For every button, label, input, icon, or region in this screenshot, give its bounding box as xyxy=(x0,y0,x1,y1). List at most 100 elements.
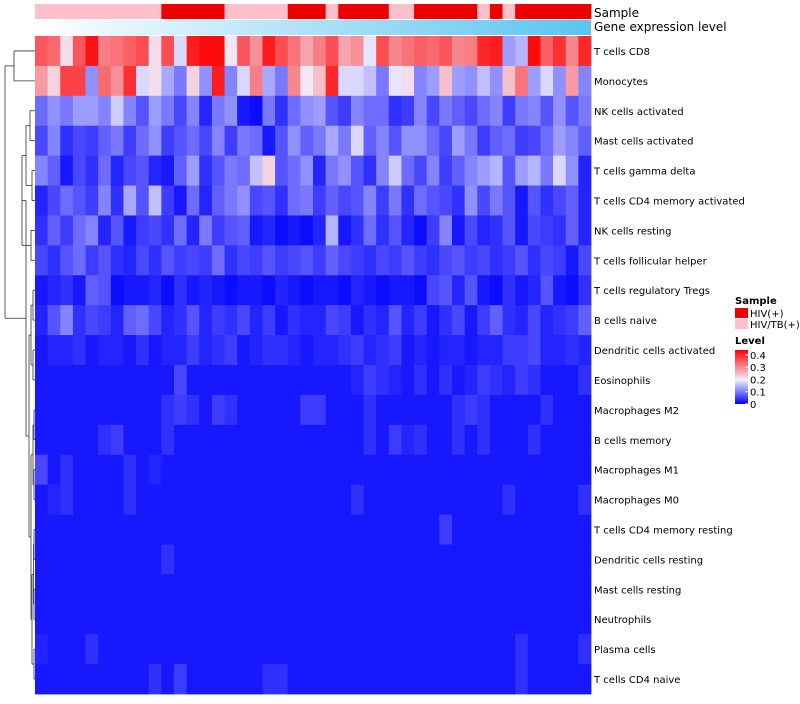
heatmap-cell xyxy=(199,65,213,97)
heatmap-cell xyxy=(136,424,150,456)
heatmap-cell xyxy=(477,544,491,575)
heatmap-cell xyxy=(275,275,289,306)
heatmap-cell xyxy=(148,664,162,695)
heatmap-cell xyxy=(502,544,516,575)
legend-level-tick-label: 0.3 xyxy=(750,363,766,374)
heatmap-cell xyxy=(98,95,112,127)
heatmap-cell xyxy=(489,65,503,97)
heatmap-cell xyxy=(237,95,251,127)
heatmap-cell xyxy=(439,215,453,246)
heatmap-cell xyxy=(237,454,251,486)
heatmap-cell xyxy=(161,514,175,545)
row-label: Plasma cells xyxy=(594,645,656,656)
heatmap-cell xyxy=(540,394,554,426)
heatmap-cell xyxy=(110,305,124,336)
heatmap-cell xyxy=(123,604,137,635)
heatmap-cell xyxy=(313,544,327,575)
heatmap-cell xyxy=(161,36,175,67)
heatmap-cell xyxy=(338,664,352,695)
heatmap-cell xyxy=(249,484,263,515)
heatmap-cell xyxy=(224,424,238,456)
heatmap-cell xyxy=(174,604,188,635)
heatmap-cell xyxy=(262,574,276,605)
heatmap-cell xyxy=(47,185,61,216)
heatmap-cell xyxy=(110,454,124,486)
heatmap-cell xyxy=(262,365,276,396)
heatmap-cell xyxy=(515,664,529,695)
heatmap-cell xyxy=(148,634,162,665)
heatmap-cell xyxy=(338,514,352,545)
heatmap-cell xyxy=(489,634,503,665)
heatmap-cell xyxy=(464,155,478,186)
heatmap-cell xyxy=(464,394,478,426)
heatmap-cell xyxy=(211,155,225,186)
heatmap-cell xyxy=(148,335,162,366)
heatmap-cell xyxy=(47,125,61,157)
heatmap-cell xyxy=(287,95,301,127)
heatmap-cell xyxy=(60,95,74,127)
heatmap-cell xyxy=(110,604,124,635)
heatmap-cell xyxy=(565,514,579,545)
heatmap-cell xyxy=(388,275,402,306)
heatmap-cell xyxy=(60,36,74,67)
heatmap-cell xyxy=(350,394,364,426)
heatmap-cell xyxy=(350,634,364,665)
heatmap-cell xyxy=(174,544,188,575)
heatmap-cell xyxy=(148,544,162,575)
heatmap-cell xyxy=(489,36,503,67)
heatmap-cell xyxy=(527,365,541,396)
heatmap-cell xyxy=(401,245,415,276)
heatmap-cell xyxy=(439,95,453,127)
sample-annotation-cell xyxy=(72,4,86,19)
heatmap-cell xyxy=(85,574,99,605)
heatmap-cell xyxy=(72,664,86,695)
heatmap-cell xyxy=(186,634,200,665)
sample-annotation-cell xyxy=(262,4,276,19)
heatmap-cell xyxy=(161,275,175,306)
heatmap-cell xyxy=(502,424,516,456)
heatmap-cell xyxy=(35,365,49,396)
heatmap-cell xyxy=(414,65,428,97)
heatmap-cell xyxy=(350,95,364,127)
heatmap-cell xyxy=(464,36,478,67)
heatmap-cell xyxy=(313,664,327,695)
heatmap-cell xyxy=(489,155,503,186)
heatmap-cell xyxy=(186,365,200,396)
heatmap-cell xyxy=(325,65,339,97)
heatmap-cell xyxy=(211,125,225,157)
heatmap-cell xyxy=(148,365,162,396)
heatmap-cell xyxy=(489,514,503,545)
heatmap-cell xyxy=(123,634,137,665)
heatmap-cell xyxy=(224,36,238,67)
heatmap-cell xyxy=(60,484,74,515)
heatmap-cell xyxy=(502,36,516,67)
heatmap-cell xyxy=(515,95,529,127)
heatmap-cell xyxy=(148,95,162,127)
heatmap-cell xyxy=(540,544,554,575)
heatmap-cell xyxy=(211,65,225,97)
heatmap-cell xyxy=(553,514,567,545)
heatmap-cell xyxy=(439,335,453,366)
heatmap-cell xyxy=(489,484,503,515)
heatmap-cell xyxy=(338,544,352,575)
heatmap-cell xyxy=(275,335,289,366)
heatmap-cell xyxy=(578,65,592,97)
heatmap-cell xyxy=(313,155,327,186)
heatmap-cell xyxy=(414,95,428,127)
heatmap-cell xyxy=(553,335,567,366)
heatmap-cell xyxy=(363,365,377,396)
heatmap-cell xyxy=(300,664,314,695)
heatmap-cell xyxy=(338,604,352,635)
heatmap-cell xyxy=(287,365,301,396)
heatmap-cell xyxy=(578,604,592,635)
heatmap-cell xyxy=(401,36,415,67)
heatmap-cell xyxy=(553,664,567,695)
heatmap-cell xyxy=(338,185,352,216)
heatmap-cell xyxy=(426,155,440,186)
heatmap-cell xyxy=(262,65,276,97)
heatmap-cell xyxy=(565,65,579,97)
heatmap-cell xyxy=(85,95,99,127)
sample-annotation-cell xyxy=(313,4,327,19)
heatmap-cell xyxy=(174,335,188,366)
